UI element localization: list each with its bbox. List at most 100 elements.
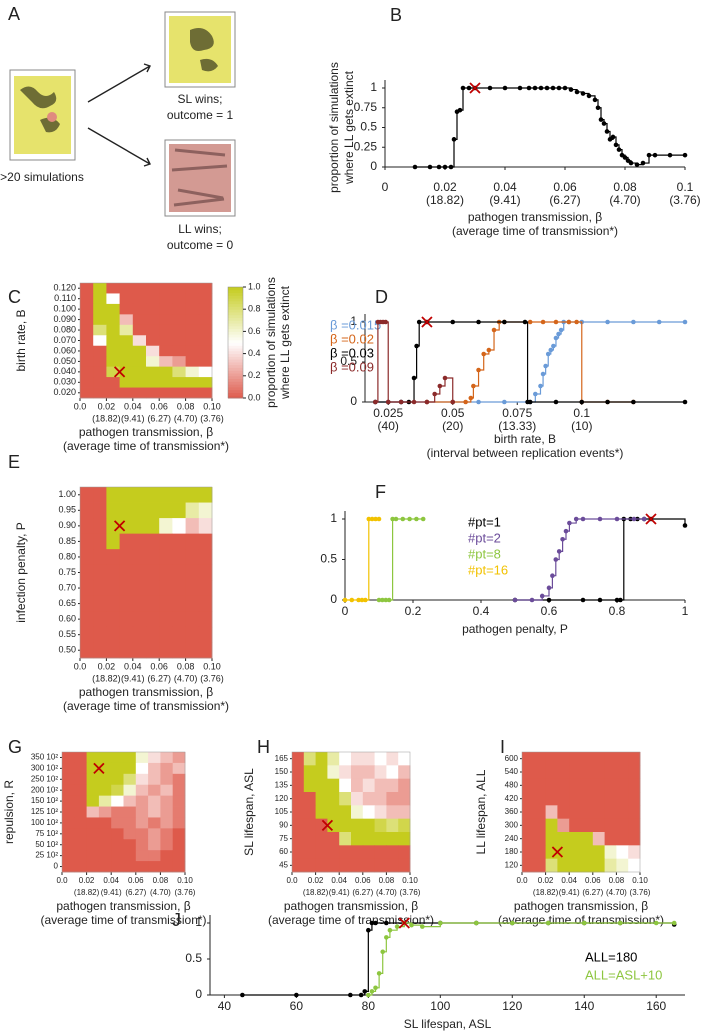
heatmap-cell (80, 314, 94, 326)
heatmap-cell (292, 858, 305, 873)
y-tick-label: 0 (370, 159, 377, 173)
heatmap-cell (386, 818, 399, 833)
heatmap-cell (198, 642, 213, 659)
x-tick-sublabel: (18.82) (303, 888, 329, 897)
heatmap-cell (80, 387, 94, 399)
heatmap-cell (522, 818, 535, 833)
heatmap-cell (327, 858, 340, 873)
caption: LL wins; (178, 222, 222, 236)
x-tick-label: 0.06 (128, 876, 144, 885)
heatmap-cell (119, 595, 134, 612)
reference-marker (421, 316, 433, 328)
y-tick-label: 0.75 (354, 100, 378, 114)
legend-entry: #pt=2 (468, 530, 501, 545)
colorbar-step (228, 325, 243, 330)
heatmap-cell (172, 626, 186, 643)
heatmap-cell (398, 832, 411, 846)
heatmap-cell (93, 283, 107, 294)
data-point (384, 935, 389, 940)
data-point (527, 399, 533, 405)
data-point (553, 319, 559, 325)
heatmap-cell (628, 752, 641, 766)
data-point (451, 137, 457, 142)
heatmap-cell (533, 752, 546, 766)
heatmap-cell (628, 858, 641, 873)
heatmap-cell (159, 642, 173, 659)
heatmap-cell (148, 795, 161, 807)
y-tick-label: 0.75 (58, 567, 76, 577)
heatmap-cell (292, 765, 305, 780)
heatmap-cell (604, 818, 617, 833)
data-point (667, 152, 673, 158)
panel-letter: D (375, 287, 388, 307)
heatmap-cell (106, 314, 120, 326)
heatmap-cell (80, 626, 94, 643)
heatmap-cell (292, 832, 305, 846)
heatmap-cell (522, 792, 535, 806)
heatmap-cell (132, 487, 147, 503)
heatmap-cell (80, 366, 94, 378)
heatmap-cell (172, 533, 186, 550)
panel-letter: I (500, 737, 505, 757)
heatmap-cell (292, 818, 305, 833)
data-point (646, 152, 652, 158)
data-point (656, 319, 662, 325)
heatmap-cell (172, 487, 186, 503)
heatmap-cell (119, 356, 134, 368)
heatmap-cell (98, 795, 112, 807)
heatmap-cell (172, 293, 186, 305)
heatmap-cell (386, 832, 399, 846)
heatmap-cell (159, 611, 173, 628)
x-tick-sublabel: (4.70) (174, 673, 198, 683)
data-point (386, 597, 392, 603)
x-tick-sublabel: (20) (442, 419, 463, 433)
heatmap-cell (533, 805, 546, 820)
heatmap-cell (98, 806, 112, 818)
data-point (538, 85, 544, 91)
series-line (375, 321, 685, 403)
heatmap-cell (362, 778, 375, 793)
heatmap-cell (386, 778, 399, 793)
data-point (486, 347, 492, 353)
x-tick-label: 0.2 (405, 604, 422, 618)
heatmap-cell (74, 752, 87, 764)
heatmap-cell (545, 818, 558, 833)
y-tick-label: 0.85 (58, 536, 76, 546)
data-point (610, 134, 616, 140)
heatmap-cell (533, 765, 546, 780)
heatmap-cell (569, 832, 582, 846)
x-axis-label: pathogen transmission, β (468, 210, 602, 224)
x-tick-label: 0.06 (150, 661, 168, 671)
heatmap-cell (386, 792, 399, 806)
heatmap-cell (119, 549, 134, 566)
heatmap-cell (132, 366, 147, 378)
arrow (87, 63, 151, 167)
y-tick-label: 0.65 (58, 598, 76, 608)
heatmap-cell (146, 377, 160, 388)
data-point (550, 85, 556, 91)
heatmap-cell (581, 792, 594, 806)
x-tick-label: 0.10 (203, 661, 221, 671)
heatmap-cell (569, 778, 582, 793)
heatmap-cell (604, 858, 617, 873)
data-point (553, 557, 559, 562)
panel: F 0 0.2 0.4 0.6 0.8 1 pathogen penalty, P 0 0.5 1 #… (320, 482, 688, 636)
heatmap-cell (362, 845, 375, 860)
heatmap-cell (315, 832, 328, 846)
heatmap-cell (545, 792, 558, 806)
heatmap-cell (339, 845, 352, 860)
heatmap-cell (533, 818, 546, 833)
heatmap-cell (119, 611, 134, 628)
heatmap-cell (159, 595, 173, 612)
heatmap-cell (172, 795, 186, 807)
heatmap-cell (339, 792, 352, 806)
heatmap-cell (351, 832, 364, 846)
heatmap-cell (198, 314, 213, 326)
heatmap-cell (198, 293, 213, 305)
heatmap-cell (146, 345, 160, 357)
heatmap-cell (339, 805, 352, 820)
heatmap-cell (148, 850, 161, 862)
heatmap-cell (135, 806, 149, 818)
heatmap-cell (159, 335, 173, 347)
